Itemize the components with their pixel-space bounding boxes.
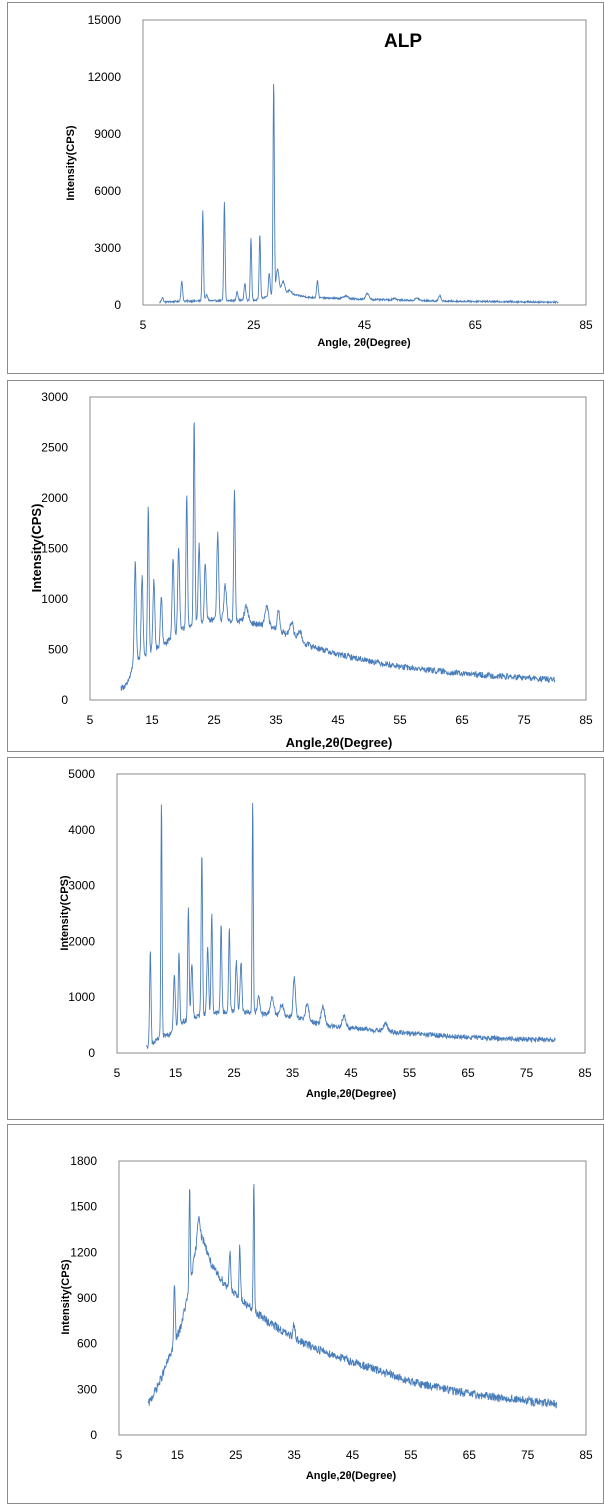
y-tick-label: 1500 <box>41 542 68 556</box>
y-tick-label: 900 <box>77 1291 97 1305</box>
x-ticks-2: 5 15 25 35 45 55 65 75 85 <box>87 713 593 727</box>
x-tick-label: 45 <box>331 713 345 727</box>
y-tick-label: 0 <box>61 693 68 707</box>
plot-area-3 <box>116 773 586 1054</box>
plot-area-2 <box>89 396 587 701</box>
series-line-3 <box>145 802 556 1049</box>
y-tick-label: 15000 <box>88 13 122 27</box>
y-tick-label: 1200 <box>70 1245 97 1259</box>
plot-area-1 <box>142 19 587 306</box>
x-tick-label: 15 <box>171 1448 185 1462</box>
x-tick-label: 55 <box>393 713 407 727</box>
x-tick-label: 15 <box>169 1066 183 1080</box>
x-ticks-4: 5 15 25 35 45 55 65 75 85 <box>116 1448 593 1462</box>
x-axis-title-4: Angle,2θ(Degree) <box>306 1470 397 1482</box>
series-line-1 <box>159 84 559 305</box>
y-tick-label: 1000 <box>68 990 95 1004</box>
x-tick-label: 85 <box>579 318 593 332</box>
chart-panel-4: 0 300 600 900 1200 1500 1800 5 15 25 35 45 55 65 75 85… <box>7 1124 604 1504</box>
x-tick-label: 35 <box>269 713 283 727</box>
chart-4-svg: 0 300 600 900 1200 1500 1800 5 15 25 35 45 55 65 75 85… <box>60 1154 593 1482</box>
x-tick-label: 75 <box>520 1066 534 1080</box>
x-tick-label: 25 <box>247 318 261 332</box>
y-tick-label: 2000 <box>41 491 68 505</box>
x-tick-label: 65 <box>455 713 469 727</box>
y-axis-title-4: Intensity(CPS) <box>60 1259 72 1335</box>
y-tick-label: 2000 <box>68 934 95 948</box>
x-axis-title-3: Angle,2θ(Degree) <box>306 1088 397 1100</box>
y-tick-label: 6000 <box>94 184 121 198</box>
x-tick-label: 5 <box>114 1066 121 1080</box>
x-tick-label: 15 <box>145 713 159 727</box>
x-tick-label: 85 <box>579 713 593 727</box>
y-tick-label: 2500 <box>41 441 68 455</box>
chart-panel-1: 0 3000 6000 9000 12000 15000 5 25 45 65 85 ALP An… <box>7 2 604 374</box>
y-ticks-3: 0 1000 2000 3000 4000 5000 <box>68 767 95 1060</box>
x-tick-label: 35 <box>287 1448 301 1462</box>
x-tick-label: 75 <box>517 713 531 727</box>
y-tick-label: 4000 <box>68 823 95 837</box>
chart-panel-2: 0 500 1000 1500 2000 2500 3000 5 15 25 35 45 55 65 75… <box>7 380 604 752</box>
plot-area-4 <box>118 1160 587 1436</box>
x-tick-label: 45 <box>358 318 372 332</box>
series-line-2 <box>120 422 556 691</box>
y-tick-label: 3000 <box>41 390 68 404</box>
y-axis-title-3: Intensity(CPS) <box>59 875 71 951</box>
x-ticks-1: 5 25 45 65 85 <box>140 318 593 332</box>
x-axis-title-1: Angle, 2θ(Degree) <box>317 337 411 349</box>
x-tick-label: 85 <box>578 1066 592 1080</box>
y-tick-label: 0 <box>88 1046 95 1060</box>
x-tick-label: 55 <box>403 1066 417 1080</box>
x-tick-label: 45 <box>344 1066 358 1080</box>
y-tick-label: 0 <box>114 298 121 312</box>
x-axis-title-2: Angle,2θ(Degree) <box>286 735 393 750</box>
chart-1-svg: 0 3000 6000 9000 12000 15000 5 25 45 65 85 ALP An… <box>65 13 593 349</box>
y-tick-label: 12000 <box>88 70 122 84</box>
y-tick-label: 0 <box>90 1428 97 1442</box>
y-tick-label: 1800 <box>70 1154 97 1168</box>
y-tick-label: 1000 <box>41 592 68 606</box>
y-axis-title-2: Intensity(CPS) <box>29 504 44 593</box>
y-tick-label: 9000 <box>94 127 121 141</box>
y-ticks-1: 0 3000 6000 9000 12000 15000 <box>88 13 122 312</box>
x-tick-label: 5 <box>87 713 94 727</box>
x-ticks-3: 5 15 25 35 45 55 65 75 85 <box>114 1066 592 1080</box>
y-tick-label: 5000 <box>68 767 95 781</box>
x-tick-label: 35 <box>286 1066 300 1080</box>
y-tick-label: 3000 <box>68 879 95 893</box>
chart-2-svg: 0 500 1000 1500 2000 2500 3000 5 15 25 35 45 55 65 75… <box>29 390 593 750</box>
x-tick-label: 65 <box>461 1066 475 1080</box>
x-tick-label: 75 <box>521 1448 535 1462</box>
y-ticks-2: 0 500 1000 1500 2000 2500 3000 <box>41 390 68 707</box>
chart-panel-3: 0 1000 2000 3000 4000 5000 5 15 25 35 45 55 65 75 85 … <box>7 757 604 1120</box>
x-tick-label: 5 <box>140 318 147 332</box>
x-tick-label: 25 <box>207 713 221 727</box>
series-line-4 <box>147 1184 558 1409</box>
chart-label-1: ALP <box>384 31 422 52</box>
x-tick-label: 65 <box>469 318 483 332</box>
x-tick-label: 5 <box>116 1448 123 1462</box>
y-tick-label: 300 <box>77 1382 97 1396</box>
x-tick-label: 45 <box>346 1448 360 1462</box>
y-tick-label: 600 <box>77 1337 97 1351</box>
y-tick-label: 500 <box>48 643 68 657</box>
x-tick-label: 65 <box>463 1448 477 1462</box>
x-tick-label: 25 <box>229 1448 243 1462</box>
x-tick-label: 55 <box>404 1448 418 1462</box>
x-tick-label: 25 <box>227 1066 241 1080</box>
x-tick-label: 85 <box>579 1448 593 1462</box>
y-tick-label: 1500 <box>70 1200 97 1214</box>
y-ticks-4: 0 300 600 900 1200 1500 1800 <box>70 1154 97 1442</box>
y-tick-label: 3000 <box>94 241 121 255</box>
y-axis-title-1: Intensity(CPS) <box>65 125 77 201</box>
